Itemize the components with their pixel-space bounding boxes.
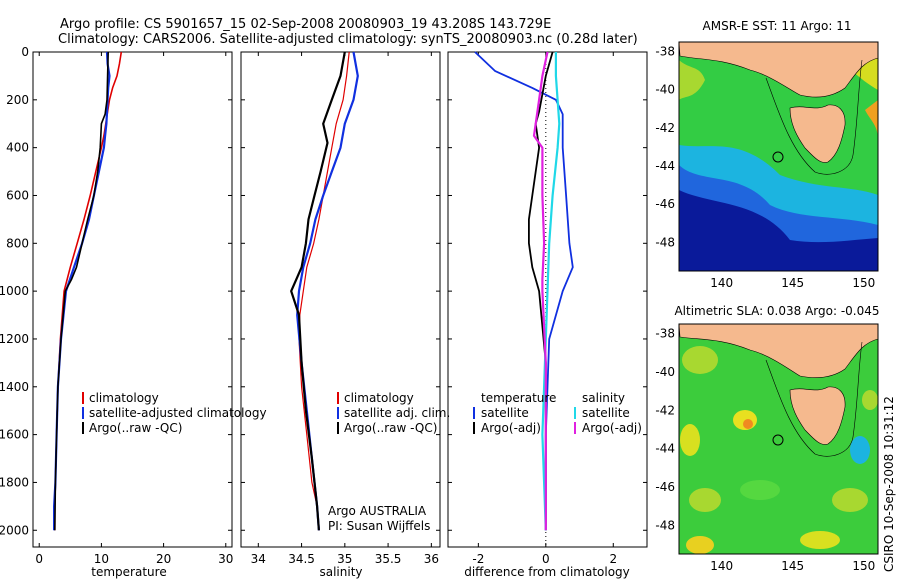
argo-annotation-line2: PI: Susan Wijffels <box>328 519 430 533</box>
y-tick-label: 1400 <box>0 380 29 394</box>
y-tick-label: 800 <box>6 236 29 250</box>
x-tick-label: 0 <box>35 552 43 566</box>
legend-temperature-heading: temperature <box>481 391 556 405</box>
header-line1: Argo profile: CS 5901657_15 02-Sep-2008 … <box>60 17 551 32</box>
legend-argo-label: Argo(..raw -QC) <box>344 421 437 435</box>
map-y-tick-label: -44 <box>655 442 675 456</box>
legend-temp-argo-label: Argo(-adj) <box>481 421 541 435</box>
map-y-tick-label: -44 <box>655 159 675 173</box>
side-credit-label: CSIRO 10-Sep-2008 10:31:12 <box>882 396 896 572</box>
map-y-tick-label: -40 <box>655 83 675 97</box>
map-y-tick-label: -42 <box>655 121 675 135</box>
y-tick-label: 1200 <box>0 332 29 346</box>
y-tick-label: 600 <box>6 188 29 202</box>
map-x-tick-label: 140 <box>710 276 733 290</box>
y-tick-label: 0 <box>21 45 29 59</box>
series-line-temperature-argo-adj <box>528 51 554 531</box>
map-y-tick-label: -42 <box>655 403 675 417</box>
x-tick-label: 34.5 <box>288 552 315 566</box>
salinity-legend: climatology satellite adj. clim. Argo(..… <box>337 391 450 435</box>
map-x-tick-label: 140 <box>710 559 733 573</box>
series-line-argo-raw-qc <box>54 51 109 531</box>
temperature-axis-label: temperature <box>91 565 166 579</box>
argo-annotation-line1: Argo AUSTRALIA <box>328 504 427 518</box>
sla-map-land <box>679 324 878 457</box>
sla-map-image <box>679 324 878 554</box>
legend-sal-argo-label: Argo(-adj) <box>582 421 642 435</box>
series-line-climatology <box>298 51 350 531</box>
legend-temp-satellite-label: satellite <box>481 406 529 420</box>
map-y-tick-label: -48 <box>655 235 675 249</box>
sst-map-title: AMSR-E SST: 11 Argo: 11 <box>703 19 852 33</box>
y-tick-label: 1600 <box>0 428 29 442</box>
x-tick-label: -2 <box>472 552 484 566</box>
x-tick-label: 34 <box>251 552 266 566</box>
series-line-salinity-satellite <box>541 52 561 531</box>
map-y-tick-label: -38 <box>655 327 675 341</box>
x-tick-label: 2 <box>609 552 617 566</box>
x-tick-label: 30 <box>218 552 233 566</box>
difference-axis-label: difference from climatology <box>464 565 630 579</box>
sst-float-marker <box>772 151 784 163</box>
y-tick-label: 200 <box>6 93 29 107</box>
sla-map-frame <box>678 323 879 555</box>
salinity-plot-frame <box>240 51 441 548</box>
legend-climatology-label: climatology <box>89 391 159 405</box>
x-tick-label: 36 <box>424 552 439 566</box>
map-y-tick-label: -46 <box>655 197 675 211</box>
series-line-salinity-argo-adj <box>532 51 549 531</box>
map-y-tick-label: -40 <box>655 365 675 379</box>
y-tick-label: 400 <box>6 141 29 155</box>
series-line-argo-raw-qc <box>290 51 346 531</box>
sst-map-land <box>679 42 878 175</box>
x-tick-label: 10 <box>94 552 109 566</box>
legend-argo-label: Argo(..raw -QC) <box>89 421 182 435</box>
header-line2: Climatology: CARS2006. Satellite-adjuste… <box>58 32 638 47</box>
sst-map-frame <box>678 41 879 272</box>
axis-ticks: 0 10 20 30020040060080010001200140016001800… <box>0 45 875 573</box>
salinity-axis-label: salinity <box>319 565 362 579</box>
y-tick-label: 1800 <box>0 475 29 489</box>
x-tick-label: 0 <box>542 552 550 566</box>
x-tick-label: 20 <box>156 552 171 566</box>
map-x-tick-label: 150 <box>852 276 875 290</box>
legend-satellite-label: satellite adj. clim. <box>344 406 450 420</box>
legend-satellite-label: satellite-adjusted climatology <box>89 406 267 420</box>
legend-climatology-label: climatology <box>344 391 414 405</box>
legend-salinity-heading: salinity <box>582 391 625 405</box>
sla-float-marker <box>772 434 784 446</box>
x-tick-label: 35 <box>337 552 352 566</box>
map-y-tick-label: -46 <box>655 480 675 494</box>
temperature-legend: climatology satellite-adjusted climatolo… <box>82 391 267 435</box>
x-tick-label: 35.5 <box>375 552 402 566</box>
profile-lines <box>52 51 574 531</box>
difference-legend: temperature satellite Argo(-adj) salinit… <box>473 391 642 435</box>
series-line-temperature-satellite <box>474 51 574 531</box>
map-y-tick-label: -38 <box>655 45 675 59</box>
legend-sal-satellite-label: satellite <box>582 406 630 420</box>
sla-map-title: Altimetric SLA: 0.038 Argo: -0.045 <box>674 304 879 318</box>
map-x-tick-label: 145 <box>781 276 804 290</box>
map-y-tick-label: -48 <box>655 518 675 532</box>
y-tick-label: 2000 <box>0 523 29 537</box>
map-x-tick-label: 150 <box>852 559 875 573</box>
map-x-tick-label: 145 <box>781 559 804 573</box>
y-tick-label: 1000 <box>0 284 29 298</box>
